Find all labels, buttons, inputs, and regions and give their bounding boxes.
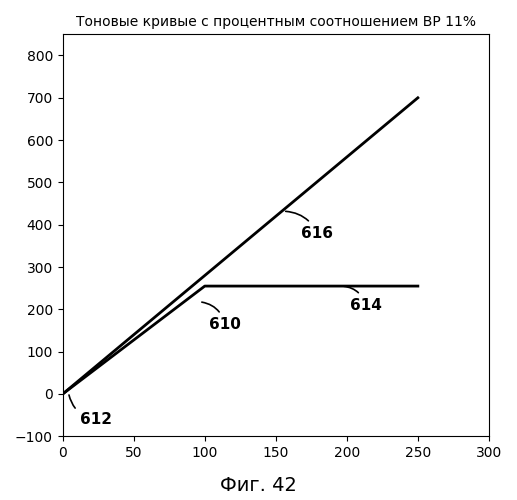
Text: 614: 614: [344, 286, 382, 312]
Title: Тоновые кривые с процентным соотношением ВР 11%: Тоновые кривые с процентным соотношением…: [76, 15, 476, 29]
Text: Фиг. 42: Фиг. 42: [220, 476, 297, 495]
Text: 610: 610: [202, 302, 241, 332]
Text: 616: 616: [286, 212, 333, 240]
Text: 612: 612: [69, 395, 112, 426]
